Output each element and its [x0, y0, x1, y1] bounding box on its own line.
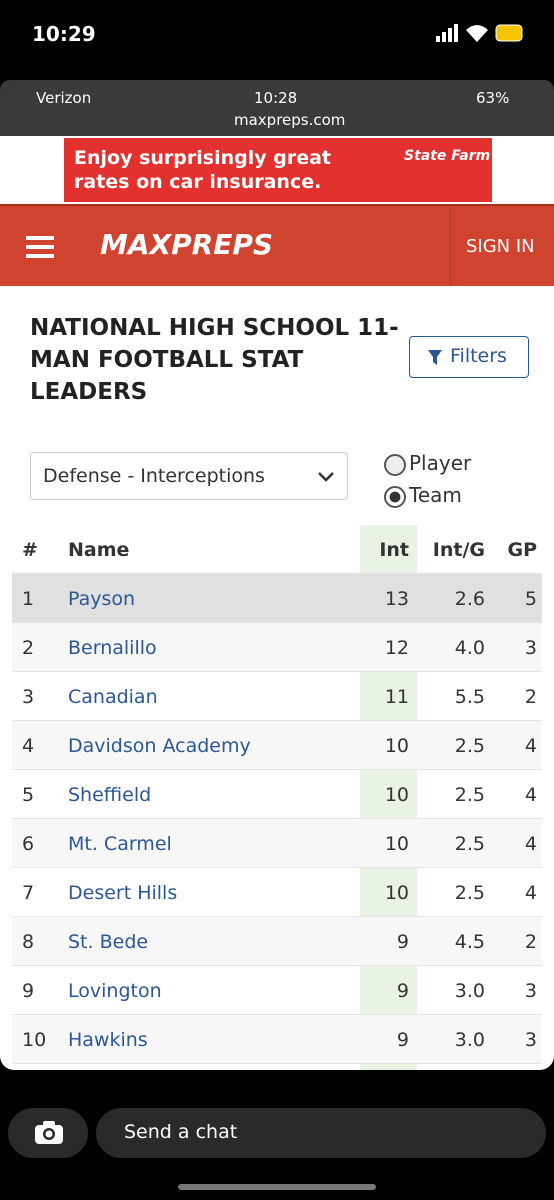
- page-title: NATIONAL HIGH SCHOOL 11-MAN FOOTBALL STA…: [30, 315, 399, 405]
- cell: 10: [384, 833, 409, 855]
- cell: 9: [396, 980, 409, 1002]
- team-link[interactable]: Canadian: [68, 686, 158, 708]
- table-row: 5 Sheffield 10 2.5 4: [12, 770, 542, 819]
- table-row: 7 Desert Hills 10 2.5 4: [12, 868, 542, 917]
- content: NATIONAL HIGH SCHOOL 11-MAN FOOTBALL STA…: [0, 286, 554, 1070]
- cell: 4: [524, 882, 537, 904]
- cell: 3.0: [454, 980, 485, 1002]
- team-link[interactable]: Bernalillo: [68, 637, 157, 659]
- table-header: # Name Int Int/G GP: [12, 525, 542, 574]
- cell: 2: [524, 686, 537, 708]
- cell: 7: [22, 882, 35, 904]
- cell: 5.5: [454, 686, 485, 708]
- team-link[interactable]: Mt. Carmel: [68, 833, 172, 855]
- cell: 3.0: [454, 1029, 485, 1051]
- team-link[interactable]: Sheffield: [68, 784, 152, 806]
- cell: 9: [22, 980, 35, 1002]
- cell: 11: [384, 686, 409, 708]
- menu-icon[interactable]: [26, 234, 56, 260]
- cell: 1: [22, 588, 35, 610]
- team-link[interactable]: Lovington: [68, 980, 162, 1002]
- table-row: 8 St. Bede 9 4.5 2: [12, 917, 542, 966]
- column-header[interactable]: GP: [507, 539, 537, 561]
- cell: 8: [22, 931, 35, 953]
- table-row: 2 Bernalillo 12 4.0 3: [12, 623, 542, 672]
- radio-label: Player: [409, 451, 472, 475]
- home-indicator: [178, 1184, 376, 1190]
- cell: 10: [22, 1029, 47, 1051]
- clock: 10:29: [32, 22, 96, 46]
- cell: 3: [22, 686, 35, 708]
- table-row: 1 Payson 13 2.6 5: [12, 574, 542, 623]
- cell: 10: [384, 882, 409, 904]
- cell: 4: [22, 735, 35, 757]
- cell: 10: [384, 784, 409, 806]
- cell: 4.0: [454, 637, 485, 659]
- cell: 10: [384, 735, 409, 757]
- cell: 3: [524, 1029, 537, 1051]
- table-row: 9 Lovington 9 3.0 3: [12, 966, 542, 1015]
- cell: 2.5: [454, 882, 485, 904]
- ad[interactable]: Enjoy surprisingly great rates on car in…: [0, 136, 554, 204]
- cell: 3: [524, 637, 537, 659]
- team-link[interactable]: Hawkins: [68, 1029, 148, 1051]
- cell: 9: [396, 931, 409, 953]
- column-header[interactable]: Int/G: [432, 539, 485, 561]
- cell: 2: [22, 637, 35, 659]
- cell: 2.5: [454, 833, 485, 855]
- stat-dropdown[interactable]: Defense - Interceptions: [30, 452, 348, 500]
- table-row: 6 Mt. Carmel 10 2.5 4: [12, 819, 542, 868]
- chat-placeholder: Send a chat: [124, 1121, 238, 1143]
- cell: 12: [384, 637, 409, 659]
- camera-button[interactable]: [8, 1108, 88, 1158]
- browser-bar: Verizon 10:28 63% maxpreps.com: [0, 80, 554, 136]
- cell: 5: [22, 784, 35, 806]
- cell: 4: [524, 833, 537, 855]
- nav-bar: MAXPREPS SIGN IN: [0, 204, 554, 286]
- table-row: 4 Davidson Academy 10 2.5 4: [12, 721, 542, 770]
- cell: 3: [524, 980, 537, 1002]
- logo[interactable]: MAXPREPS: [100, 228, 274, 261]
- radio-option[interactable]: Team: [384, 482, 504, 510]
- column-header[interactable]: #: [22, 539, 38, 561]
- cell: 4: [524, 735, 537, 757]
- browser-time: 10:28: [254, 89, 298, 107]
- team-link[interactable]: Payson: [68, 588, 136, 610]
- status-icons: [436, 24, 523, 42]
- radio-option[interactable]: Player: [384, 450, 504, 478]
- table-row: 3 Canadian 11 5.5 2: [12, 672, 542, 721]
- ad-brand: State Farm: [404, 148, 491, 164]
- cell: 6: [22, 833, 35, 855]
- filters-button[interactable]: Filters: [409, 336, 529, 378]
- dropdown-label: Defense - Interceptions: [43, 465, 265, 487]
- carrier: Verizon: [36, 89, 92, 107]
- filters-label: Filters: [450, 345, 507, 367]
- sign-in[interactable]: SIGN IN: [466, 236, 535, 257]
- column-header[interactable]: Name: [68, 539, 130, 561]
- battery: 63%: [476, 89, 510, 107]
- team-link[interactable]: Davidson Academy: [68, 735, 251, 757]
- ad-banner[interactable]: Enjoy surprisingly great rates on car in…: [64, 138, 492, 202]
- cell: 2.5: [454, 735, 485, 757]
- table-row: 10 Hawkins 9 3.0 3: [12, 1015, 542, 1064]
- cell: 2.5: [454, 784, 485, 806]
- cell: 4: [524, 784, 537, 806]
- cell: 5: [524, 588, 537, 610]
- team-link[interactable]: Desert Hills: [68, 882, 178, 904]
- status-bar: 10:29: [0, 0, 554, 70]
- url[interactable]: maxpreps.com: [234, 111, 346, 129]
- radio-label: Team: [409, 483, 462, 507]
- cell: 2: [524, 931, 537, 953]
- radio-circle: [384, 486, 406, 508]
- cell: 9: [396, 1029, 409, 1051]
- radio-circle: [384, 454, 406, 476]
- cell: 13: [384, 588, 409, 610]
- ad-text: Enjoy surprisingly great rates on car in…: [74, 147, 331, 193]
- team-link[interactable]: St. Bede: [68, 931, 149, 953]
- cell: 4.5: [454, 931, 485, 953]
- cell: 2.6: [454, 588, 485, 610]
- chat-input[interactable]: Send a chat: [96, 1108, 546, 1158]
- column-header[interactable]: Int: [379, 539, 409, 561]
